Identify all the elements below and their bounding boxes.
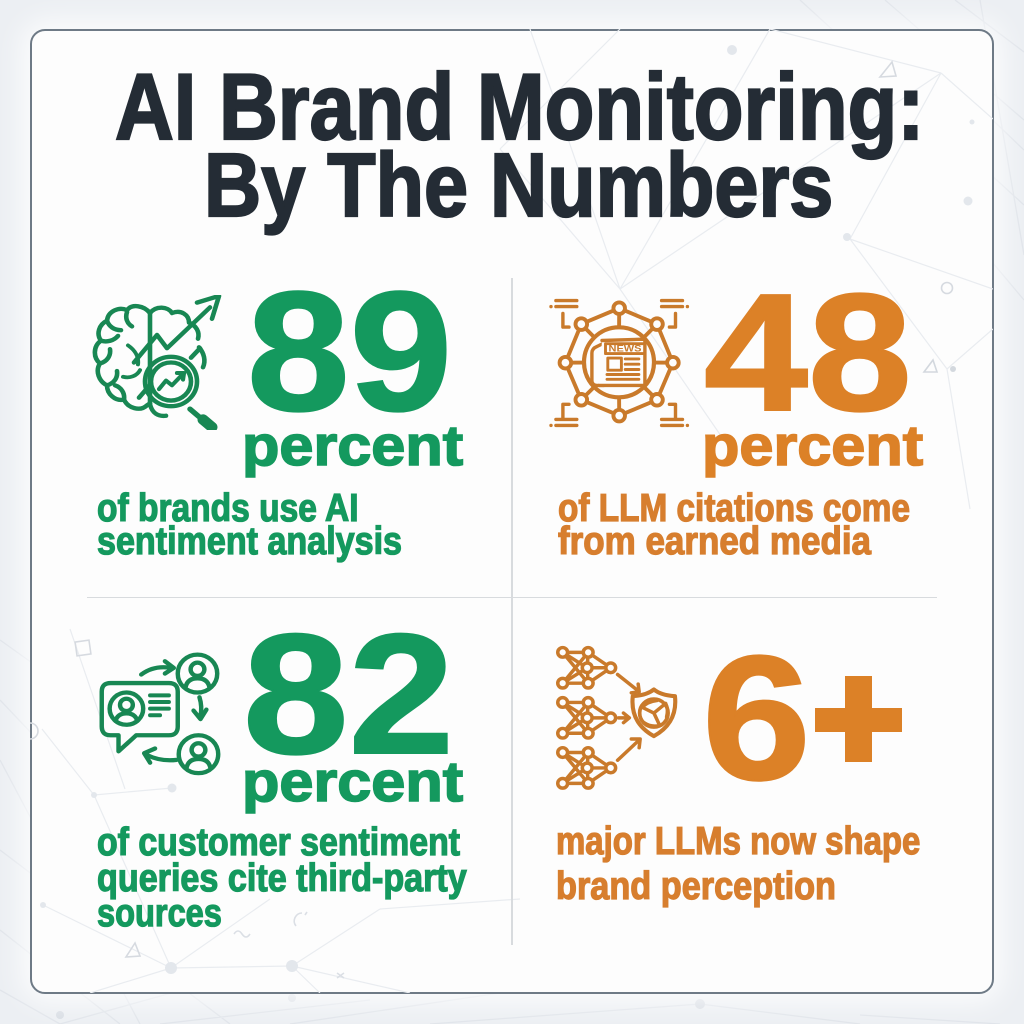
svg-text:NEWS: NEWS <box>609 344 642 354</box>
